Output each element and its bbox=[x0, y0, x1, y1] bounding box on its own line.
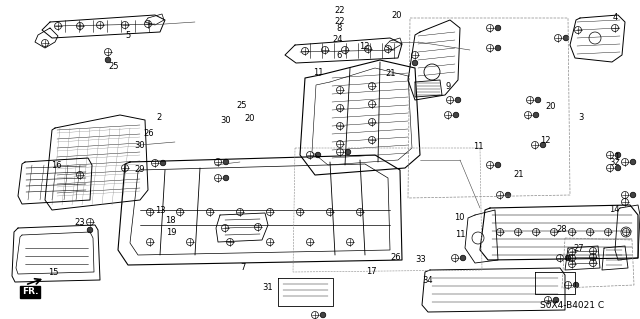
Text: 14: 14 bbox=[609, 205, 620, 214]
Circle shape bbox=[223, 159, 229, 165]
Text: 15: 15 bbox=[48, 268, 58, 277]
Text: 21: 21 bbox=[385, 69, 396, 78]
Text: 27: 27 bbox=[573, 244, 584, 253]
Circle shape bbox=[87, 227, 93, 233]
Text: 26: 26 bbox=[390, 253, 401, 262]
Circle shape bbox=[553, 297, 559, 303]
Text: 7: 7 bbox=[241, 263, 246, 272]
Text: 12: 12 bbox=[540, 136, 550, 145]
Text: FR.: FR. bbox=[22, 287, 38, 296]
Circle shape bbox=[495, 45, 501, 51]
Text: 23: 23 bbox=[75, 218, 85, 227]
Circle shape bbox=[495, 162, 501, 168]
Text: 6: 6 bbox=[337, 51, 342, 60]
Text: 9: 9 bbox=[445, 82, 451, 91]
Circle shape bbox=[615, 152, 621, 158]
Text: 8: 8 bbox=[337, 24, 342, 33]
Circle shape bbox=[563, 35, 569, 41]
Text: 4: 4 bbox=[613, 13, 618, 22]
Text: 22: 22 bbox=[334, 6, 344, 15]
Circle shape bbox=[460, 255, 466, 261]
Text: 5: 5 bbox=[125, 31, 131, 40]
Text: 20: 20 bbox=[244, 114, 255, 122]
Text: S0X4-B4021 C: S0X4-B4021 C bbox=[540, 300, 604, 309]
Circle shape bbox=[505, 192, 511, 198]
Circle shape bbox=[495, 25, 501, 31]
Circle shape bbox=[453, 112, 459, 118]
Circle shape bbox=[533, 112, 539, 118]
Text: 3: 3 bbox=[579, 113, 584, 122]
Text: 21: 21 bbox=[513, 170, 524, 179]
Text: 11: 11 bbox=[314, 68, 324, 77]
Text: 11: 11 bbox=[474, 142, 484, 151]
Text: 25: 25 bbox=[109, 62, 119, 71]
Circle shape bbox=[345, 149, 351, 155]
Text: 34: 34 bbox=[422, 276, 433, 285]
Circle shape bbox=[455, 97, 461, 103]
Text: 30: 30 bbox=[134, 141, 145, 150]
Text: 16: 16 bbox=[51, 161, 61, 170]
Circle shape bbox=[223, 175, 229, 181]
Circle shape bbox=[565, 255, 571, 261]
Text: 24: 24 bbox=[333, 35, 343, 44]
Text: 28: 28 bbox=[557, 225, 567, 234]
Text: 12: 12 bbox=[360, 42, 370, 51]
Text: 17: 17 bbox=[366, 267, 376, 276]
Circle shape bbox=[160, 160, 166, 166]
Text: 19: 19 bbox=[166, 228, 176, 237]
Text: 33: 33 bbox=[416, 255, 426, 263]
Text: 1: 1 bbox=[614, 153, 619, 162]
Circle shape bbox=[630, 159, 636, 165]
Text: 29: 29 bbox=[134, 165, 145, 174]
Circle shape bbox=[630, 192, 636, 198]
Circle shape bbox=[320, 312, 326, 318]
Text: 32: 32 bbox=[609, 158, 620, 167]
Text: 2: 2 bbox=[156, 113, 161, 122]
Text: 25: 25 bbox=[237, 101, 247, 110]
Text: 11: 11 bbox=[456, 230, 466, 239]
Text: 20: 20 bbox=[392, 11, 402, 20]
Text: 18: 18 bbox=[166, 216, 176, 225]
Text: 13: 13 bbox=[155, 206, 165, 215]
Circle shape bbox=[105, 57, 111, 63]
Text: 31: 31 bbox=[262, 283, 273, 292]
Circle shape bbox=[315, 152, 321, 158]
Text: 26: 26 bbox=[143, 129, 154, 138]
Text: 20: 20 bbox=[545, 102, 556, 111]
Circle shape bbox=[615, 165, 621, 171]
Circle shape bbox=[573, 282, 579, 288]
Circle shape bbox=[412, 60, 418, 66]
Text: 22: 22 bbox=[334, 17, 344, 26]
Circle shape bbox=[540, 142, 546, 148]
Circle shape bbox=[535, 97, 541, 103]
Text: 10: 10 bbox=[454, 213, 465, 222]
Text: 30: 30 bbox=[220, 116, 230, 125]
